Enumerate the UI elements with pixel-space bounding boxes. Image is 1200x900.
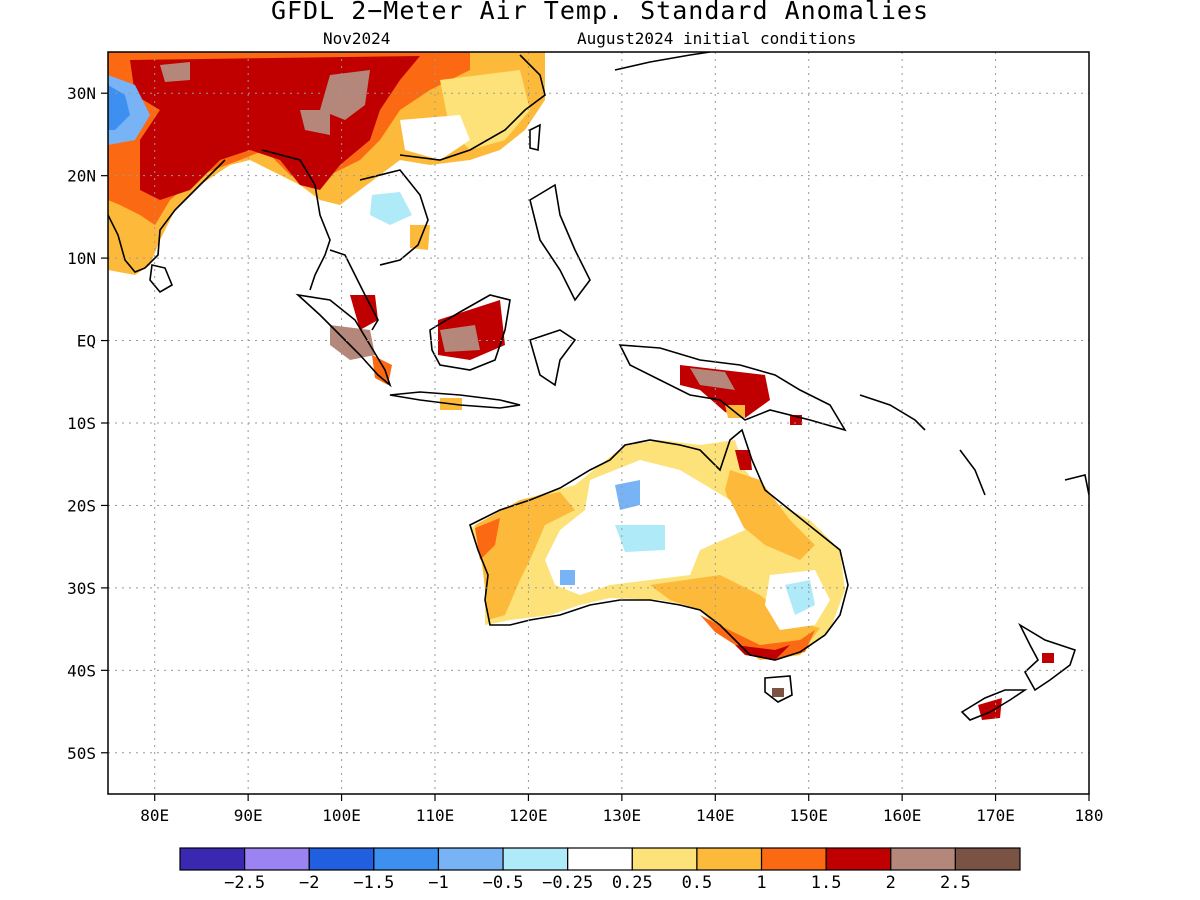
- colorbar: [179, 847, 1021, 871]
- colorbar-swatch: [308, 847, 375, 871]
- lon-label: 100E: [322, 806, 361, 825]
- colorbar-swatch: [825, 847, 892, 871]
- coastline-sumatra: [295, 293, 392, 388]
- colorbar-swatch: [631, 847, 698, 871]
- lat-label: 40S: [67, 661, 96, 680]
- colorbar-label: −0.25: [542, 873, 593, 893]
- anomaly-region-new-guinea-extreme: [690, 368, 735, 390]
- lat-label: 30S: [67, 579, 96, 598]
- map-title: GFDL 2−Meter Air Temp. Standard Anomalie…: [270, 0, 930, 25]
- colorbar-swatch: [760, 847, 827, 871]
- colorbar-swatch: [244, 847, 310, 871]
- anomaly-region-borneo-extreme: [440, 325, 480, 352]
- colorbar-label: 0.5: [682, 873, 713, 893]
- anomaly-region-new-zealand-south: [978, 698, 1002, 720]
- colorbar-label: 2.5: [940, 873, 971, 893]
- anomaly-region-sumatra: [350, 295, 378, 330]
- colorbar-label: 0.25: [612, 873, 653, 893]
- coastline-new-zealand-south: [960, 689, 1028, 721]
- coastline-vanuatu: [959, 449, 986, 496]
- coastline-taiwan: [529, 123, 541, 152]
- lat-label: 50S: [67, 744, 96, 763]
- colorbar-swatch: [696, 847, 763, 871]
- colorbar-label: 1.5: [811, 873, 842, 893]
- anomaly-fill-layer: [108, 52, 1054, 720]
- anomaly-region-new-zealand-north: [1042, 653, 1054, 663]
- coastline-vietnam: [359, 169, 429, 266]
- coastline-fiji: [1064, 474, 1089, 496]
- anomaly-region-australia-cool-3: [560, 570, 575, 585]
- lon-label: 120E: [509, 806, 548, 825]
- anomaly-region-australia-northeast-warm: [725, 470, 815, 560]
- anomaly-region-tasmania: [772, 688, 784, 697]
- lon-label: 80E: [140, 806, 169, 825]
- anomaly-region-australia-north-hot: [735, 450, 752, 470]
- coastline-japan: [614, 52, 711, 71]
- coastline-sulawesi: [529, 329, 577, 387]
- graticule: [108, 52, 1089, 794]
- anomaly-region-australia-west-hot: [475, 518, 500, 560]
- lat-label: 30N: [67, 84, 96, 103]
- longitude-labels: 80E 90E 100E 110E 120E 130E 140E 150E 160E 170E 18…: [140, 806, 1103, 825]
- anomaly-region-australia-cool-4: [785, 580, 815, 615]
- coastline-new-guinea: [618, 344, 847, 432]
- lon-label: 160E: [883, 806, 922, 825]
- colorbar-swatch: [954, 847, 1021, 871]
- colorbar-label: 2: [886, 873, 896, 893]
- coastline-solomons: [859, 394, 926, 431]
- lon-label: 140E: [696, 806, 735, 825]
- coastline-tasmania: [764, 675, 793, 703]
- forecast-month: Nov2024: [323, 29, 391, 48]
- colorbar-swatch: [437, 847, 504, 871]
- colorbar-label: −1.5: [353, 873, 394, 893]
- coastline-borneo: [429, 294, 511, 371]
- colorbar-label: 1: [756, 873, 766, 893]
- axis-ticks: [101, 92, 1090, 801]
- anomaly-region-australia-south-warm: [650, 575, 820, 660]
- colorbar-swatch: [890, 847, 956, 871]
- colorbar-label: −2: [299, 873, 319, 893]
- anomaly-region-tibet-extreme-2: [160, 62, 190, 82]
- lon-label: 170E: [976, 806, 1015, 825]
- latitude-labels: 30N 20N 10N EQ 10S 20S 30S 40S 50S: [67, 84, 96, 763]
- lon-label: 150E: [789, 806, 828, 825]
- anomaly-region-indochina-warm: [410, 225, 430, 250]
- colorbar-label: −2.5: [224, 873, 265, 893]
- anomaly-region-australia-cool-2: [615, 525, 665, 552]
- coastline-australia: [469, 428, 849, 661]
- coastline-china-east: [399, 54, 546, 161]
- lon-label: 90E: [234, 806, 263, 825]
- anomaly-region-indochina-cool: [370, 192, 412, 225]
- lat-label: 10S: [67, 414, 96, 433]
- anomaly-region-tibet-extreme-3: [300, 110, 330, 135]
- lat-label: 20S: [67, 496, 96, 515]
- coastline-sri-lanka: [149, 264, 174, 294]
- lon-label: 180: [1075, 806, 1104, 825]
- colorbar-swatch: [502, 847, 569, 871]
- colorbar-label: −0.5: [483, 873, 524, 893]
- anomaly-region-australia-southeast-very-hot: [735, 645, 790, 660]
- colorbar-swatch: [567, 847, 633, 871]
- colorbar-labels: −2.5 −2 −1.5 −1 −0.5 −0.25 0.25 0.5 1 1.5 2 2.5: [224, 873, 971, 893]
- coastline-java: [389, 391, 521, 409]
- coastline-layer: [108, 52, 1089, 721]
- coastline-new-zealand-north: [1018, 622, 1077, 692]
- colorbar-swatch: [373, 847, 440, 871]
- coastline-indochina: [261, 149, 331, 291]
- initial-conditions-label: August2024 initial conditions: [577, 29, 857, 48]
- lon-label: 110E: [416, 806, 455, 825]
- lon-label: 130E: [603, 806, 642, 825]
- coastline-philippines: [529, 183, 591, 302]
- anomaly-region-cold-pakistan-core: [108, 85, 130, 130]
- colorbar-swatch: [179, 847, 246, 871]
- lat-label: EQ: [77, 332, 96, 351]
- coastline-india: [108, 159, 226, 273]
- colorbar-label: −1: [428, 873, 448, 893]
- anomaly-region-tibet-extreme: [320, 70, 370, 120]
- lat-label: 20N: [67, 167, 96, 186]
- lat-label: 10N: [67, 249, 96, 268]
- coastline-malay-peninsula: [329, 249, 379, 331]
- anomaly-region-australia-cool-1: [615, 480, 640, 510]
